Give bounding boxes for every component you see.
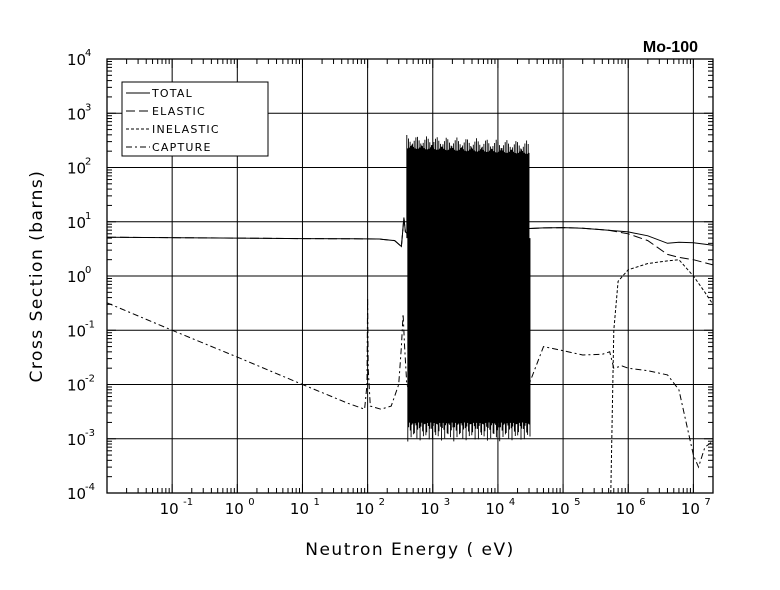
x-tick-exponent: 7	[704, 497, 710, 508]
y-tick-label: 10	[67, 322, 86, 340]
y-tick-label: 10	[67, 431, 86, 449]
y-tick-label: 10	[67, 51, 86, 69]
legend-label-capture: CAPTURE	[152, 141, 212, 154]
y-tick-label: 10	[67, 214, 86, 232]
y-tick-exponent: -3	[85, 428, 95, 439]
x-tick-label: 10	[160, 500, 179, 518]
x-tick-label: 10	[225, 500, 244, 518]
series-line-inelastic	[610, 259, 714, 494]
x-tick-label: 10	[290, 500, 309, 518]
legend-label-elastic: ELASTIC	[152, 105, 206, 118]
x-tick-exponent: 1	[313, 497, 319, 508]
y-tick-exponent: 2	[85, 157, 91, 168]
x-tick-exponent: 4	[509, 497, 515, 508]
y-tick-label: 10	[67, 105, 86, 123]
x-tick-exponent: 0	[248, 497, 254, 508]
x-tick-exponent: 6	[639, 497, 645, 508]
y-tick-exponent: 1	[85, 211, 91, 222]
series-line-elastic	[106, 217, 714, 266]
x-axis-label: Neutron Energy ( eV)	[305, 540, 515, 560]
chart-title: Mo-100	[643, 39, 698, 56]
y-tick-exponent: -1	[85, 319, 95, 330]
x-tick-label: 10	[616, 500, 635, 518]
legend-box	[121, 81, 269, 157]
y-tick-label: 10	[67, 377, 86, 395]
legend: TOTAL ELASTIC INELASTIC CAPTURE	[121, 81, 269, 157]
y-tick-label: 10	[67, 160, 86, 178]
x-tick-label: 10	[420, 500, 439, 518]
x-tick-exponent: -1	[183, 497, 193, 508]
x-tick-exponent: 5	[574, 497, 580, 508]
y-tick-label: 10	[67, 268, 86, 286]
axis-ticks: 10 -1 10 0 10 1 10 2 10 3 10 4 10 5 10 6 10 710-410-310-2…	[67, 48, 714, 518]
x-tick-label: 10	[355, 500, 374, 518]
x-tick-exponent: 2	[379, 497, 385, 508]
x-tick-exponent: 3	[444, 497, 450, 508]
series-line-capture	[106, 297, 714, 469]
y-tick-exponent: 4	[85, 48, 91, 59]
y-tick-exponent: 0	[85, 265, 91, 276]
x-tick-label: 10	[681, 500, 700, 518]
y-tick-exponent: 3	[85, 102, 91, 113]
plot-area	[106, 135, 714, 494]
x-tick-label: 10	[485, 500, 504, 518]
y-tick-exponent: -2	[85, 374, 95, 385]
resonance-lines	[406, 135, 531, 442]
y-tick-exponent: -4	[85, 482, 95, 493]
y-axis-label: Cross Section (barns)	[27, 170, 47, 383]
x-tick-label: 10	[551, 500, 570, 518]
legend-label-total: TOTAL	[151, 87, 193, 100]
y-tick-label: 10	[67, 485, 86, 503]
legend-label-inelastic: INELASTIC	[152, 123, 220, 136]
